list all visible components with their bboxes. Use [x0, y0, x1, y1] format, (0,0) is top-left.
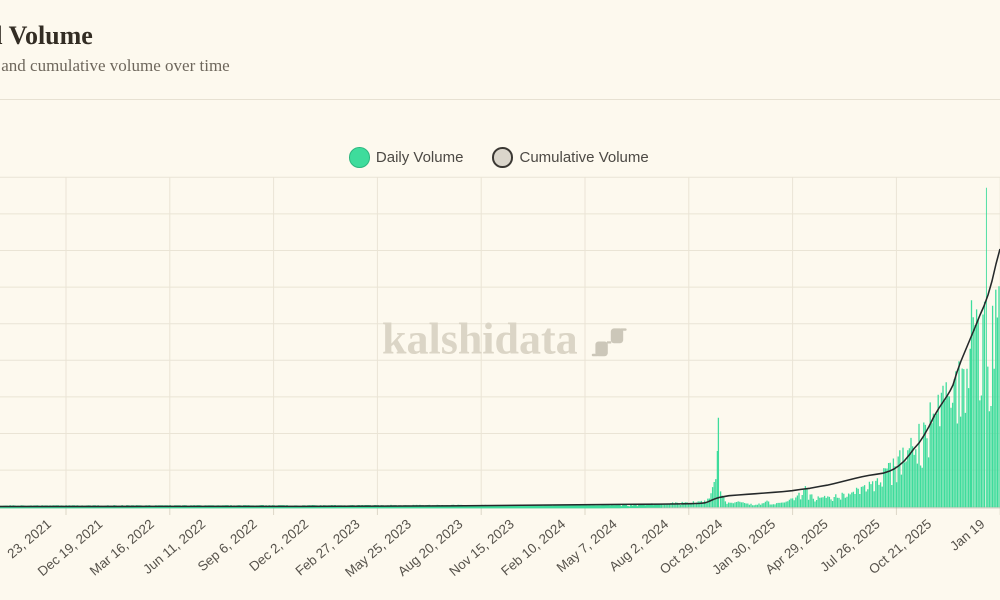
svg-text:Jan 19: Jan 19 [947, 516, 987, 553]
svg-text:kalshidata: kalshidata [382, 314, 578, 363]
svg-text:23, 2021: 23, 2021 [4, 516, 54, 561]
